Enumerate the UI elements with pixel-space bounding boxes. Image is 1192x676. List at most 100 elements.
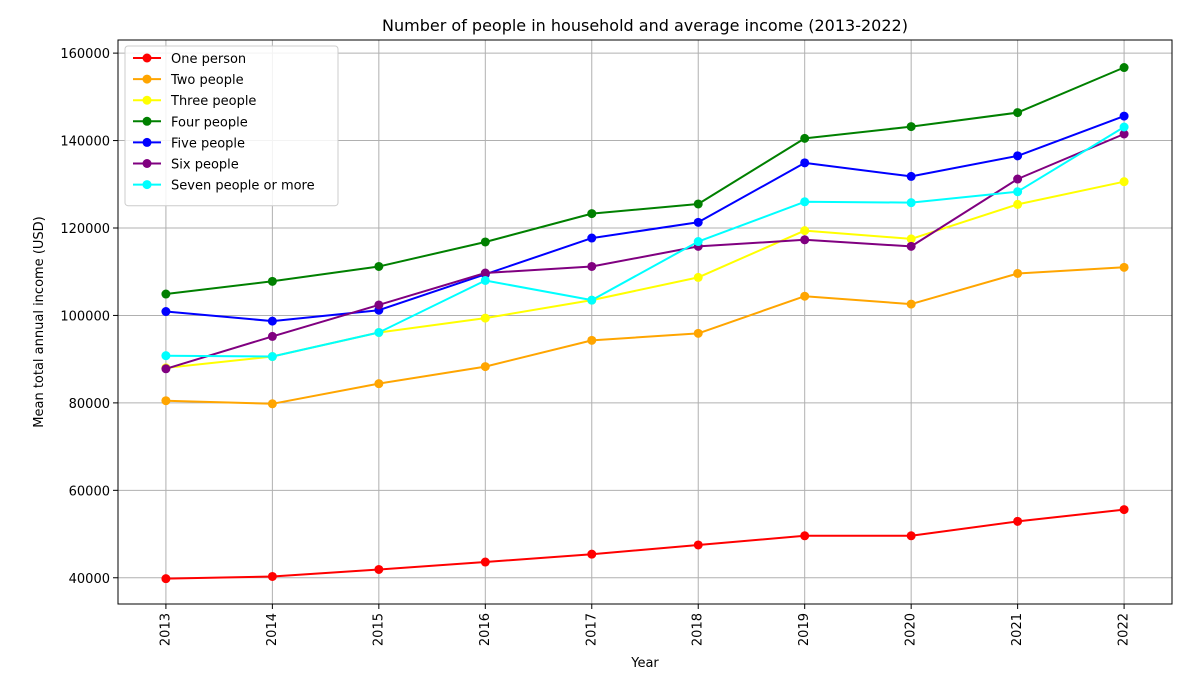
- series-layer: [161, 63, 1129, 584]
- y-axis-label: Mean total annual income (USD): [32, 216, 47, 427]
- data-point: [267, 399, 277, 409]
- data-point: [693, 217, 703, 227]
- x-tick-label: 2016: [478, 613, 493, 646]
- data-point: [800, 291, 810, 301]
- y-tick-label: 40000: [69, 572, 110, 587]
- grid-lines: [118, 40, 1172, 604]
- data-point: [800, 133, 810, 143]
- data-point: [1013, 516, 1023, 526]
- legend-label: One person: [171, 52, 246, 67]
- data-point: [906, 122, 916, 132]
- y-tick-label: 80000: [69, 397, 110, 412]
- data-point: [161, 396, 171, 406]
- x-tick-label: 2014: [265, 613, 280, 646]
- data-point: [587, 233, 597, 243]
- x-tick-label: 2022: [1117, 613, 1132, 646]
- data-point: [161, 364, 171, 374]
- series-2: [161, 262, 1129, 409]
- x-tick-label: 2019: [797, 613, 812, 646]
- data-point: [480, 362, 490, 372]
- data-point: [587, 335, 597, 345]
- series-line: [165, 266, 1125, 405]
- data-point: [161, 574, 171, 584]
- series-line: [165, 133, 1125, 370]
- series-line: [165, 115, 1125, 323]
- data-point: [1013, 268, 1023, 278]
- y-axis: 40000 60000 80000 100000 120000 140000 160000: [60, 47, 118, 587]
- series-6: [161, 129, 1129, 374]
- data-point: [161, 289, 171, 299]
- series-1: [161, 505, 1129, 584]
- data-point: [693, 199, 703, 209]
- data-point: [374, 564, 384, 574]
- legend-label: Six people: [171, 158, 239, 173]
- data-point: [161, 307, 171, 317]
- y-tick-label: 100000: [60, 309, 110, 324]
- legend-label: Three people: [170, 94, 256, 109]
- data-point: [906, 241, 916, 251]
- data-point: [1119, 177, 1129, 187]
- data-point: [161, 351, 171, 361]
- y-tick-label: 120000: [60, 222, 110, 237]
- y-tick-label: 160000: [60, 47, 110, 62]
- x-axis: 2013 2014 2015 2016 2017 2018 2019 2020 2021 2022: [158, 604, 1132, 646]
- legend-marker: [142, 137, 152, 147]
- data-point: [693, 328, 703, 338]
- legend-marker: [142, 116, 152, 126]
- data-point: [906, 171, 916, 181]
- data-point: [267, 352, 277, 362]
- data-point: [480, 313, 490, 323]
- data-point: [1013, 174, 1023, 184]
- data-point: [1013, 199, 1023, 209]
- x-tick-label: 2013: [158, 613, 173, 646]
- series-3: [161, 177, 1129, 373]
- data-point: [267, 571, 277, 581]
- data-point: [1119, 63, 1129, 73]
- data-point: [480, 268, 490, 278]
- legend-label: Seven people or more: [171, 179, 315, 194]
- data-point: [693, 272, 703, 282]
- data-point: [906, 299, 916, 309]
- series-line: [165, 508, 1125, 580]
- data-point: [587, 261, 597, 271]
- data-point: [693, 237, 703, 247]
- data-point: [267, 331, 277, 341]
- legend-label: Two people: [170, 73, 244, 88]
- legend-marker: [142, 74, 152, 84]
- legend-item: Four people: [133, 115, 248, 130]
- data-point: [906, 198, 916, 208]
- legend-frame: [124, 45, 339, 207]
- y-tick-label: 140000: [60, 135, 110, 150]
- y-tick-label: 60000: [69, 484, 110, 499]
- data-point: [800, 226, 810, 236]
- legend-marker: [142, 159, 152, 168]
- x-tick-label: 2021: [1010, 613, 1025, 646]
- data-point: [587, 209, 597, 219]
- data-point: [374, 327, 384, 337]
- data-point: [374, 261, 384, 271]
- data-point: [906, 234, 916, 244]
- data-point: [800, 531, 810, 541]
- x-tick-label: 2017: [584, 613, 599, 646]
- series-line: [165, 126, 1125, 358]
- data-point: [1119, 122, 1129, 132]
- x-tick-label: 2018: [691, 613, 706, 646]
- data-point: [1119, 262, 1129, 272]
- chart-title: Number of people in household and averag…: [382, 16, 908, 35]
- legend-item: Three people: [133, 94, 256, 109]
- series-7: [161, 122, 1129, 362]
- data-point: [1013, 151, 1023, 161]
- series-4: [161, 63, 1129, 299]
- x-tick-label: 2020: [904, 613, 919, 646]
- x-axis-label: Year: [630, 656, 659, 671]
- data-point: [1013, 187, 1023, 197]
- plot-frame: [117, 39, 1173, 605]
- legend-marker: [142, 95, 152, 105]
- legend-item: Seven people or more: [133, 179, 315, 194]
- data-point: [587, 295, 597, 305]
- data-point: [374, 300, 384, 310]
- data-point: [800, 158, 810, 168]
- legend-item: Five people: [133, 136, 245, 151]
- data-point: [374, 379, 384, 389]
- data-point: [1013, 108, 1023, 118]
